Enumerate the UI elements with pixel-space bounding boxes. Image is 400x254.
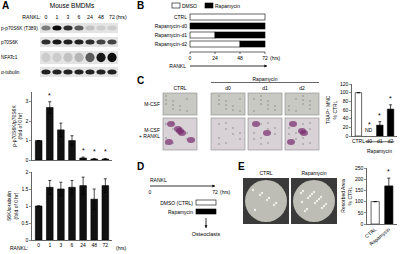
svg-text:CTRL: CTRL: [173, 85, 186, 91]
svg-text:2: 2: [26, 169, 29, 175]
svg-text:Rapamycin: Rapamycin: [367, 148, 392, 154]
svg-text:50: 50: [358, 210, 364, 216]
svg-text:d2: d2: [299, 85, 305, 91]
svg-text:S6K/α-tubulin(fold of 0 hr): S6K/α-tubulin(fold of 0 hr): [6, 191, 18, 221]
svg-text:1.5: 1.5: [21, 186, 28, 192]
svg-text:200: 200: [355, 176, 364, 182]
svg-text:d0: d0: [225, 85, 231, 91]
svg-text:Rapamycin: Rapamycin: [301, 170, 326, 176]
svg-text:1: 1: [56, 14, 59, 20]
svg-text:0: 0: [26, 237, 29, 243]
svg-text:D: D: [137, 161, 144, 172]
svg-text:M-CSF: M-CSF: [144, 101, 160, 107]
svg-text:*: *: [82, 147, 85, 154]
svg-text:24: 24: [80, 242, 86, 248]
svg-text:DMSO (CTRL): DMSO (CTRL): [160, 200, 193, 206]
svg-text:*: *: [104, 148, 107, 155]
svg-text:100: 100: [355, 198, 364, 204]
svg-text:Osteoclasts: Osteoclasts: [192, 231, 221, 237]
svg-text:*: *: [368, 121, 371, 128]
svg-text:1: 1: [26, 203, 29, 209]
svg-text:+ RANKL: + RANKL: [139, 133, 160, 139]
svg-text:2: 2: [26, 118, 29, 124]
svg-text:*: *: [48, 92, 51, 99]
svg-text:*: *: [378, 112, 381, 119]
svg-text:p70S6K: p70S6K: [1, 40, 19, 45]
svg-text:RANKL: RANKL: [169, 63, 186, 69]
svg-text:M-CSF: M-CSF: [144, 127, 160, 133]
svg-text:24: 24: [87, 14, 93, 20]
svg-text:Rapamycin-d2: Rapamycin-d2: [155, 41, 187, 47]
svg-text:d0: d0: [366, 138, 372, 144]
svg-text:Rapamycin-d1: Rapamycin-d1: [155, 32, 187, 38]
svg-text:p-p70S6K/p70S6K(fold of 0 hr): p-p70S6K/p70S6K(fold of 0 hr): [11, 105, 23, 147]
svg-text:100: 100: [340, 89, 349, 95]
svg-text:3: 3: [26, 98, 29, 104]
svg-text:E: E: [238, 161, 245, 172]
svg-text:d1: d1: [377, 138, 383, 144]
svg-text:CTRL: CTRL: [364, 226, 378, 239]
svg-text:0: 0: [361, 221, 364, 227]
svg-text:72: 72: [103, 242, 109, 248]
svg-text:RANKL:: RANKL:: [10, 245, 28, 251]
svg-text:20: 20: [343, 124, 349, 130]
svg-text:80: 80: [343, 98, 349, 104]
svg-text:48: 48: [237, 55, 243, 61]
svg-text:Rapamycin-d0: Rapamycin-d0: [155, 23, 187, 29]
svg-text:3: 3: [59, 242, 62, 248]
svg-text:*: *: [93, 148, 96, 155]
svg-text:120: 120: [340, 81, 349, 87]
svg-text:p-p70S6K (T389): p-p70S6K (T389): [1, 26, 38, 31]
svg-text:(hrs): (hrs): [116, 14, 127, 20]
svg-text:40: 40: [343, 115, 349, 121]
svg-text:B: B: [137, 0, 144, 11]
svg-text:24: 24: [212, 55, 218, 61]
svg-text:0: 0: [149, 189, 152, 195]
svg-text:72: 72: [262, 55, 268, 61]
svg-text:d2: d2: [388, 138, 394, 144]
svg-text:48: 48: [98, 14, 104, 20]
svg-text:1: 1: [26, 137, 29, 143]
svg-text:150: 150: [355, 187, 364, 193]
svg-text:Rapamycin: Rapamycin: [168, 209, 193, 215]
svg-text:250: 250: [355, 165, 364, 171]
svg-text:α-tubulin: α-tubulin: [1, 70, 20, 75]
svg-text:Rapamycin: Rapamycin: [252, 76, 277, 82]
svg-text:3: 3: [67, 14, 70, 20]
svg-text:Resorbed Area% CTRL: Resorbed Area% CTRL: [340, 179, 353, 213]
svg-text:72: 72: [109, 14, 115, 20]
svg-text:6: 6: [71, 242, 74, 248]
svg-text:0: 0: [26, 157, 29, 163]
svg-text:Mouse BMDMs: Mouse BMDMs: [50, 2, 95, 9]
svg-text:NFATc1: NFATc1: [1, 55, 18, 60]
svg-text:(hrs): (hrs): [270, 55, 281, 61]
svg-text:6: 6: [78, 14, 81, 20]
svg-text:CTRL: CTRL: [174, 14, 187, 20]
svg-text:*: *: [389, 95, 392, 102]
svg-text:0: 0: [189, 55, 192, 61]
svg-text:RANKL: RANKL: [150, 177, 167, 183]
svg-text:Rapamycin: Rapamycin: [368, 226, 391, 247]
svg-text:1: 1: [48, 242, 51, 248]
svg-text:72: 72: [212, 189, 218, 195]
svg-text:60: 60: [343, 107, 349, 113]
svg-text:0: 0: [37, 242, 40, 248]
svg-text:ND: ND: [365, 127, 373, 133]
svg-text:Rapamycin: Rapamycin: [215, 3, 240, 9]
svg-text:DMSO: DMSO: [182, 3, 197, 9]
svg-text:(hrs): (hrs): [220, 189, 231, 195]
svg-text:48: 48: [91, 242, 97, 248]
svg-text:0.5: 0.5: [21, 220, 28, 226]
svg-text:CTRL: CTRL: [352, 138, 365, 144]
svg-text:0: 0: [346, 133, 349, 139]
svg-text:TRAP⁺ MNC% CTRL: TRAP⁺ MNC% CTRL: [325, 95, 338, 124]
svg-text:d1: d1: [262, 85, 268, 91]
svg-text:A: A: [2, 0, 9, 11]
svg-text:*: *: [387, 168, 390, 175]
svg-text:CTRL: CTRL: [259, 170, 272, 176]
svg-text:(hrs): (hrs): [116, 245, 127, 251]
svg-text:0: 0: [45, 14, 48, 20]
svg-text:C: C: [137, 75, 144, 86]
svg-text:RANKL:: RANKL:: [22, 14, 41, 20]
